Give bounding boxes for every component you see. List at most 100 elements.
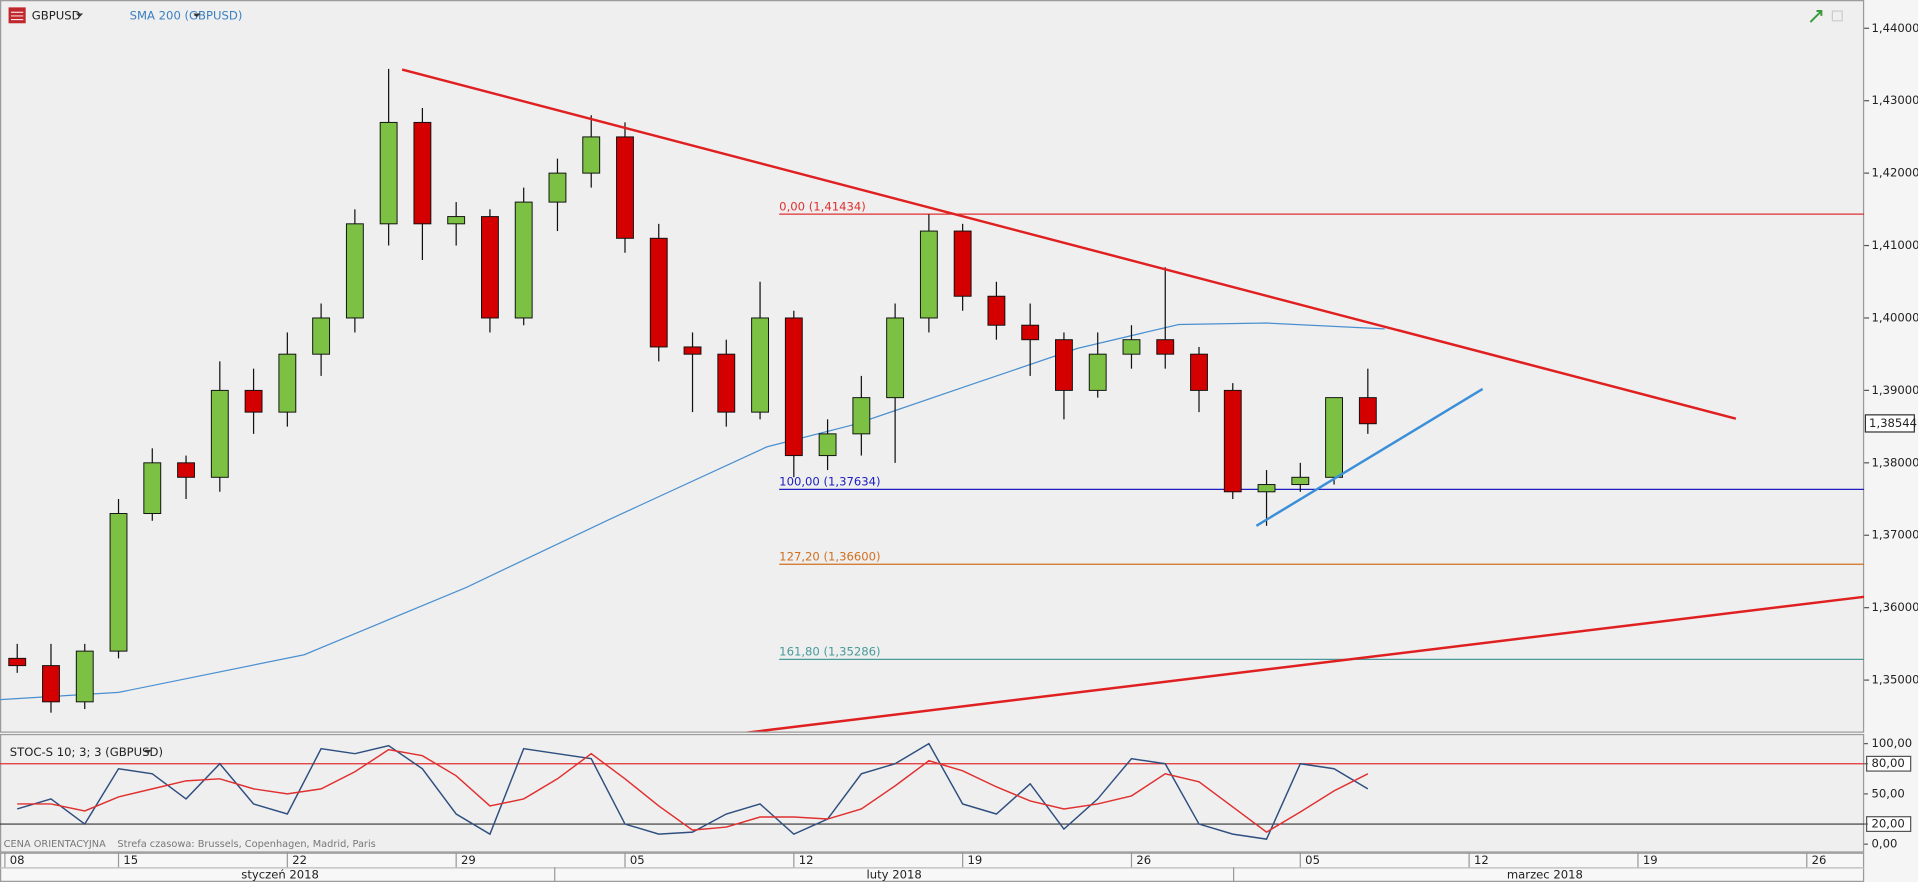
fib-label: 161,80 (1,35286) xyxy=(779,645,880,659)
symbol-title[interactable]: GBPUSD xyxy=(32,8,81,22)
trend-icon[interactable] xyxy=(1809,10,1823,23)
dropdown[interactable] xyxy=(144,749,152,754)
candle-body xyxy=(1291,476,1310,486)
candle-body xyxy=(1190,353,1208,391)
y-tick-label: 80,00 xyxy=(1872,756,1905,770)
x-tick-label: 29 xyxy=(461,853,476,867)
candle-body xyxy=(109,513,128,652)
y-tick-label: 0,00 xyxy=(1872,837,1898,851)
x-tick-label: 22 xyxy=(292,853,307,867)
candle-body xyxy=(1122,339,1141,355)
candle-body xyxy=(582,136,601,174)
candle-body xyxy=(413,121,432,225)
y-tick-label: 1,39000 xyxy=(1872,383,1918,397)
candle-body xyxy=(818,433,837,457)
x-tick-label: 12 xyxy=(1474,853,1489,867)
candle-body xyxy=(1156,339,1175,355)
trend-line xyxy=(1255,387,1484,527)
month-label: marzec 2018 xyxy=(1507,868,1583,882)
candle-body xyxy=(987,295,1006,326)
candle-body xyxy=(210,389,229,478)
stoch-title[interactable]: STOC-S 10; 3; 3 (GBPUSD) xyxy=(10,745,163,759)
x-tick-label: 19 xyxy=(968,853,983,867)
y-tick-label: 50,00 xyxy=(1872,786,1905,800)
stoch-panel xyxy=(0,733,1865,853)
candle-body xyxy=(751,317,769,413)
candle-body xyxy=(683,346,702,355)
candle-body xyxy=(1223,389,1242,493)
stoch-line xyxy=(17,748,1369,833)
candle-body xyxy=(278,353,297,413)
y-tick-label: 1,41000 xyxy=(1872,238,1918,252)
candle-body xyxy=(1021,324,1040,341)
y-tick-label: 1,44000 xyxy=(1872,21,1918,35)
candle-body xyxy=(379,121,398,225)
candle-body xyxy=(42,665,60,703)
fib-label: 0,00 (1,41434) xyxy=(779,199,866,213)
candle-body xyxy=(312,317,331,355)
x-tick-label: 05 xyxy=(1305,853,1320,867)
x-tick-label: 08 xyxy=(10,853,25,867)
candle-body xyxy=(852,397,871,435)
y-tick-label: 100,00 xyxy=(1872,736,1913,750)
candle-body xyxy=(75,650,94,703)
candle-body xyxy=(447,216,466,225)
candle-body xyxy=(177,462,195,478)
candle-body xyxy=(886,317,905,399)
candle-body xyxy=(481,216,499,319)
fib-label: 127,20 (1,36600) xyxy=(779,549,880,563)
x-tick-label: 19 xyxy=(1643,853,1658,867)
y-tick-label: 1,37000 xyxy=(1872,528,1918,542)
x-tick-label: 15 xyxy=(123,853,138,867)
axes: 08 15 22 29 05 12 19 26 05 12 19 26 1,35000 1,36000 1,… xyxy=(4,21,1918,868)
y-tick-label: 1,42000 xyxy=(1872,166,1918,180)
fx-icon-mark xyxy=(11,11,24,21)
candle-body xyxy=(1358,397,1377,425)
y-tick-label: 1,40000 xyxy=(1872,310,1918,324)
candle-body xyxy=(1325,397,1343,478)
fx-icon[interactable] xyxy=(8,7,26,24)
main-plot: 0,00 (1,41434) 100,00 (1,37634) 127,20 (1,… xyxy=(0,68,1865,732)
candle-body xyxy=(345,223,364,319)
candle-body xyxy=(953,230,972,297)
fib-label: 100,00 (1,37634) xyxy=(779,474,880,488)
window-icon[interactable] xyxy=(1831,10,1843,22)
sma-line xyxy=(0,322,1385,701)
y-tick-label: 20,00 xyxy=(1872,817,1905,831)
x-tick-label: 05 xyxy=(630,853,645,867)
y-tick-label: 1,43000 xyxy=(1872,93,1918,107)
last-price-label: 1,38544 xyxy=(1869,416,1917,430)
last-price-box xyxy=(1864,414,1915,433)
candle-body xyxy=(143,462,162,515)
stoch-plot xyxy=(0,742,1865,840)
footer-timezone: Strefa czasowa: Brussels, Copenhagen, Ma… xyxy=(117,839,375,850)
stoch-line xyxy=(17,742,1369,840)
candle-body xyxy=(1257,484,1276,493)
candle-body xyxy=(649,237,668,348)
x-tick-label: 26 xyxy=(1812,853,1827,867)
dropdown[interactable] xyxy=(75,13,84,18)
candle-body xyxy=(919,230,938,319)
candle-body xyxy=(616,136,634,239)
trend-line xyxy=(745,595,1865,732)
y-tick-label: 1,36000 xyxy=(1872,600,1918,614)
trend-line xyxy=(401,68,1737,420)
y-tick-label: 1,38000 xyxy=(1872,455,1918,469)
dropdown[interactable] xyxy=(193,13,201,18)
y-tick-label: 1,35000 xyxy=(1872,673,1918,687)
month-label: styczeń 2018 xyxy=(241,868,319,882)
candle-body xyxy=(548,172,567,203)
candle-body xyxy=(1088,353,1107,391)
x-tick-label: 12 xyxy=(799,853,814,867)
indicator-title[interactable]: SMA 200 (GBPUSD) xyxy=(130,8,243,22)
footer-note: CENA ORIENTACYJNA xyxy=(4,839,106,850)
candle-body xyxy=(8,657,27,667)
x-tick-label: 26 xyxy=(1136,853,1151,867)
month-label: luty 2018 xyxy=(867,868,922,882)
candle-body xyxy=(1055,339,1073,391)
candle-body xyxy=(717,353,736,413)
main-panel xyxy=(0,0,1865,733)
candle-body xyxy=(784,317,803,457)
